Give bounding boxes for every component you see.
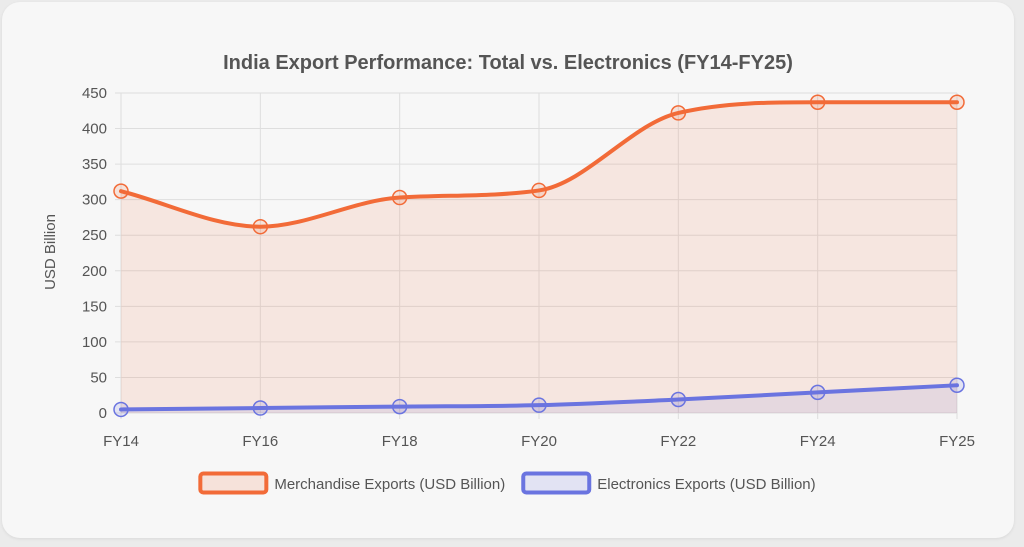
y-tick-label: 350 [82, 156, 107, 173]
data-point-0-1[interactable] [252, 218, 269, 235]
grid [115, 92, 958, 419]
data-point-0-2[interactable] [391, 189, 408, 206]
y-tick-label: 400 [82, 121, 107, 138]
legend-swatch-1 [521, 471, 592, 495]
x-tick-label: FY24 [800, 433, 836, 450]
data-point-0-0[interactable] [113, 183, 129, 199]
x-tick-label: FY20 [521, 433, 557, 450]
x-tick-label: FY22 [660, 433, 696, 450]
legend-label-1: Electronics Exports (USD Billion) [597, 476, 815, 493]
series-areas [121, 102, 957, 413]
data-point-1-0[interactable] [113, 401, 129, 418]
data-point-0-5[interactable] [809, 94, 826, 110]
data-point-1-4[interactable] [670, 391, 687, 408]
chart-card [2, 2, 1014, 538]
x-tick-label: FY16 [242, 433, 278, 450]
y-tick-label: 450 [82, 85, 107, 102]
data-point-1-6[interactable] [949, 377, 965, 394]
legend-item-1[interactable]: Electronics Exports (USD Billion) [521, 471, 816, 495]
x-tick-label: FY14 [103, 433, 139, 450]
data-point-1-3[interactable] [531, 397, 547, 413]
legend-swatch-0 [198, 471, 269, 495]
y-tick-label: 0 [99, 405, 107, 422]
series-area-1 [121, 385, 957, 413]
x-axis-ticks: FY14 FY16 FY18 FY20 FY22 FY24 FY25 [103, 433, 975, 450]
y-tick-label: 150 [82, 298, 107, 315]
data-point-0-3[interactable] [531, 182, 547, 199]
data-point-1-2[interactable] [391, 398, 408, 415]
x-tick-label: FY18 [382, 433, 418, 450]
y-axis-label: USD Billion [42, 214, 59, 290]
series-line-1 [119, 383, 959, 412]
legend-label-0: Merchandise Exports (USD Billion) [274, 476, 505, 493]
y-tick-label: 300 [82, 192, 107, 209]
y-tick-label: 200 [82, 263, 107, 280]
y-axis-ticks: 0 50 100 150 200 250 300 350 400 450 [82, 85, 107, 422]
y-tick-label: 50 [90, 369, 107, 386]
data-point-0-4[interactable] [670, 105, 687, 121]
y-tick-label: 100 [82, 334, 107, 351]
legend-item-0[interactable]: Merchandise Exports (USD Billion) [198, 471, 505, 495]
y-tick-label: 250 [82, 227, 107, 244]
legend: Merchandise Exports (USD Billion) Electro… [198, 471, 816, 495]
series-line-0 [119, 100, 959, 229]
data-point-1-1[interactable] [252, 400, 269, 416]
x-tick-label: FY25 [939, 433, 975, 450]
series-points [113, 94, 965, 418]
data-point-1-5[interactable] [809, 384, 826, 401]
chart-title: India Export Performance: Total vs. Elec… [223, 52, 793, 74]
data-point-0-6[interactable] [949, 94, 965, 110]
series-area-0 [121, 102, 957, 413]
series-lines [119, 100, 959, 412]
